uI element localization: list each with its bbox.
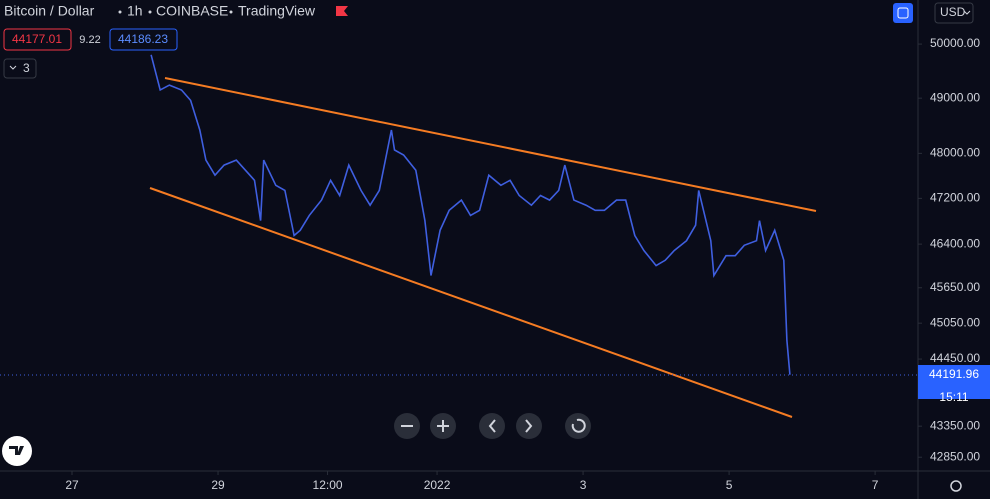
exchange: COINBASE [156, 3, 228, 19]
x-tick-label: 12:00 [313, 478, 343, 492]
separator [118, 10, 122, 14]
y-tick-label: 46400.00 [930, 236, 980, 250]
price-line [150, 54, 791, 375]
x-tick-label: 7 [872, 478, 879, 492]
sell-price: 44177.01 [12, 32, 62, 46]
separator [229, 10, 233, 14]
scroll-left[interactable] [479, 413, 505, 439]
chevron [9, 65, 17, 70]
logo-mark [9, 446, 24, 455]
layout-button[interactable] [893, 3, 913, 23]
x-tick-label: 29 [211, 478, 225, 492]
icon [488, 419, 496, 433]
icon [571, 418, 586, 433]
y-tick-label: 42850.00 [930, 449, 980, 463]
currency-button[interactable] [934, 2, 974, 24]
indicators-toggle[interactable] [3, 58, 37, 79]
y-tick-label: 49000.00 [930, 90, 980, 104]
trend-line-lower [149, 187, 793, 418]
y-tick-label: 47200.00 [930, 191, 980, 205]
flag[interactable] [336, 6, 348, 16]
scroll-right[interactable] [516, 413, 542, 439]
trend-line-upper [164, 77, 817, 212]
separator [148, 10, 152, 14]
y-tick-label: 45650.00 [930, 280, 980, 294]
sell-box[interactable] [3, 28, 72, 51]
y-tick-label: 48000.00 [930, 146, 980, 160]
y-tick-label: 50000.00 [930, 36, 980, 50]
buy-box[interactable] [109, 28, 178, 51]
settings[interactable] [950, 480, 962, 492]
x-tick-label: 5 [726, 478, 733, 492]
last-price-box [918, 365, 990, 399]
x-tick-label: 2022 [424, 478, 451, 492]
last-price: 44191.96 [929, 367, 979, 381]
indicator-count: 3 [23, 61, 30, 75]
icon [525, 419, 533, 433]
y-tick-label: 44450.00 [930, 351, 980, 365]
spread: 9.22 [79, 34, 100, 46]
layout-icon [897, 7, 909, 19]
y-tick-label: 45050.00 [930, 315, 980, 329]
x-tick-label: 3 [580, 478, 587, 492]
reset-chart[interactable] [565, 413, 591, 439]
interval: 1h [127, 3, 143, 19]
source: TradingView [238, 3, 316, 19]
chevron [963, 10, 971, 15]
x-tick-label: 27 [65, 478, 79, 492]
y-tick-label: 43350.00 [930, 418, 980, 432]
symbol: Bitcoin / Dollar [4, 3, 95, 19]
icon [437, 420, 449, 432]
countdown: 15:11 [939, 390, 968, 404]
buy-price: 44186.23 [118, 32, 168, 46]
currency: USD [940, 5, 966, 19]
